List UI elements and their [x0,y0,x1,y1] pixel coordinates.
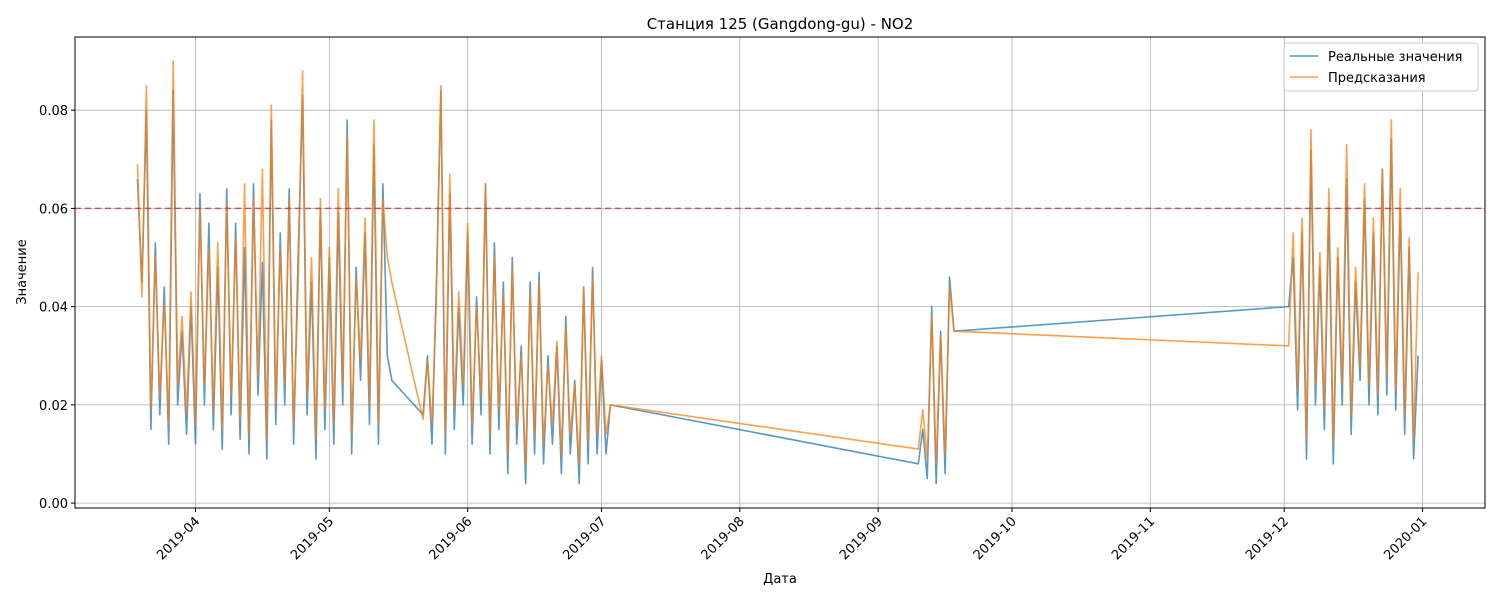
legend-label: Реальные значения [1328,50,1463,65]
y-tick-label: 0.02 [39,399,68,414]
legend-box [1283,42,1479,92]
y-tick-label: 0.08 [39,104,68,119]
series-line [136,60,1419,465]
chart-title: Станция 125 (Gangdong-gu) - NO2 [647,15,914,33]
x-axis-label: Дата [763,572,797,587]
y-tick-label: 0.04 [39,301,68,316]
legend-label: Предсказания [1328,71,1426,86]
y-tick-label: 0.00 [39,497,68,512]
plot-frame [74,36,1486,509]
y-axis-label: Значение [15,239,30,304]
y-tick-label: 0.06 [39,202,68,217]
